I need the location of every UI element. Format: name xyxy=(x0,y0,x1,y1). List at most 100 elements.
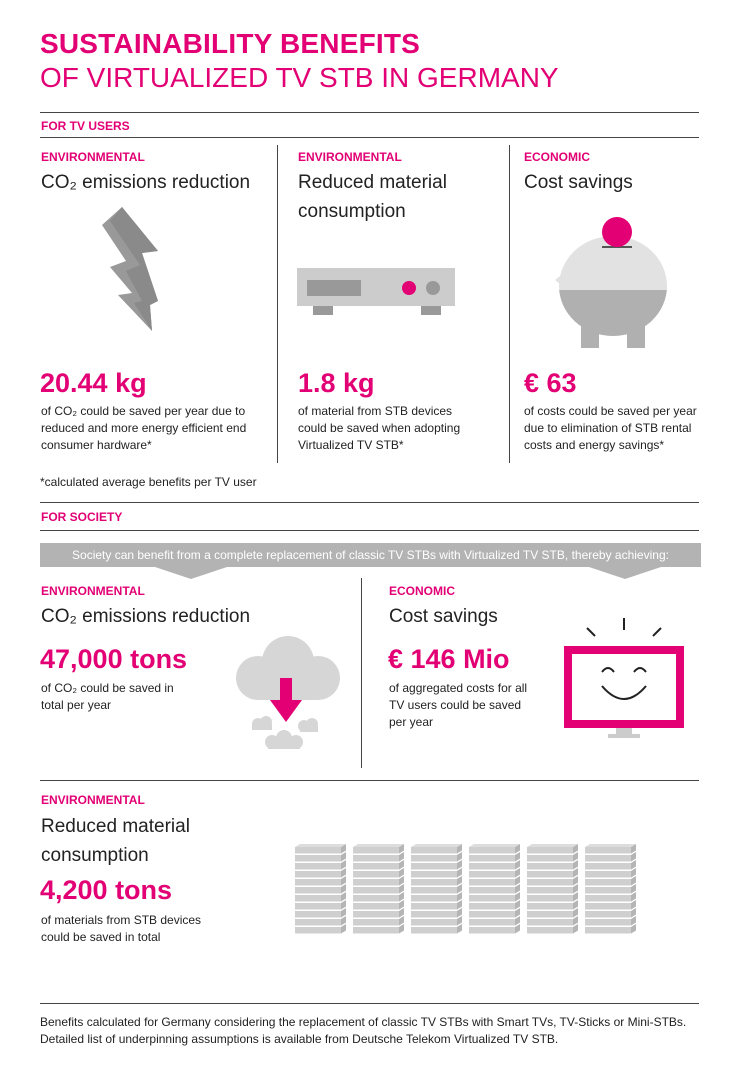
stb-unit-side xyxy=(631,868,636,878)
divider xyxy=(40,112,699,113)
stb-unit xyxy=(585,863,631,870)
stb-unit xyxy=(527,903,573,910)
stb-unit-side xyxy=(631,876,636,886)
divider xyxy=(40,530,699,531)
stb-unit xyxy=(527,847,573,854)
stb-unit xyxy=(527,927,573,934)
benefit-description: of material from STB devices could be sa… xyxy=(298,404,461,452)
stb-unit xyxy=(295,879,341,886)
stb-unit-side xyxy=(515,908,520,918)
stb-unit-side xyxy=(341,860,346,870)
stb-unit-side xyxy=(573,908,578,918)
stb-unit-side xyxy=(457,852,462,862)
stb-stack xyxy=(527,844,578,934)
stb-stack xyxy=(411,844,462,934)
stb-unit xyxy=(411,895,457,902)
happy-tv-icon xyxy=(564,618,684,738)
stb-unit xyxy=(353,847,399,854)
stb-stack-top xyxy=(469,844,520,847)
stb-unit xyxy=(585,847,631,854)
stb-unit xyxy=(295,887,341,894)
benefit-heading: Cost savings xyxy=(524,172,633,193)
stb-unit xyxy=(411,927,457,934)
stb-unit-side xyxy=(457,892,462,902)
benefit-value: 1.8 kg xyxy=(298,368,375,398)
footer-line: Detailed list of underpinning assumption… xyxy=(40,1032,559,1046)
benefit-value: 4,200 tons xyxy=(40,875,173,905)
category-label: ENVIRONMENTAL xyxy=(41,793,145,807)
stb-unit-side xyxy=(573,916,578,926)
stb-unit xyxy=(469,887,515,894)
stb-unit xyxy=(585,927,631,934)
stb-unit xyxy=(411,911,457,918)
stb-unit-side xyxy=(341,892,346,902)
stb-unit-side xyxy=(631,852,636,862)
category-label: ENVIRONMENTAL xyxy=(41,150,145,164)
stb-unit xyxy=(411,879,457,886)
benefit-heading: CO₂ emissions reduction xyxy=(41,172,251,193)
piggy-bank-icon xyxy=(555,217,667,348)
stb-unit-side xyxy=(515,852,520,862)
stb-unit-side xyxy=(399,908,404,918)
divider xyxy=(40,1003,699,1004)
benefit-value: 47,000 tons xyxy=(40,644,188,674)
stb-unit-side xyxy=(399,900,404,910)
stb-unit xyxy=(585,919,631,926)
column-divider xyxy=(361,578,362,768)
stb-unit xyxy=(527,863,573,870)
stb-unit xyxy=(469,903,515,910)
stb-unit xyxy=(469,863,515,870)
stb-stack xyxy=(295,844,346,934)
stb-unit xyxy=(469,847,515,854)
divider xyxy=(40,502,699,503)
stb-unit-side xyxy=(631,884,636,894)
banner-pointers xyxy=(155,567,661,579)
stb-unit-side xyxy=(399,860,404,870)
column-divider xyxy=(509,145,510,463)
stb-unit-side xyxy=(573,876,578,886)
stb-unit-side xyxy=(631,900,636,910)
stb-unit-side xyxy=(515,900,520,910)
stb-unit-side xyxy=(341,908,346,918)
stb-unit-side xyxy=(457,876,462,886)
stb-unit xyxy=(411,863,457,870)
stb-unit-side xyxy=(631,916,636,926)
stb-unit xyxy=(353,871,399,878)
stb-unit-side xyxy=(573,860,578,870)
divider xyxy=(40,780,699,781)
stb-unit-side xyxy=(457,868,462,878)
stb-unit xyxy=(295,919,341,926)
stb-unit xyxy=(585,855,631,862)
stb-unit xyxy=(527,879,573,886)
stb-unit xyxy=(295,863,341,870)
cloud-down-arrow-icon xyxy=(236,636,340,749)
stb-unit xyxy=(353,887,399,894)
stb-unit-side xyxy=(457,908,462,918)
stb-unit-side xyxy=(573,884,578,894)
stb-unit-side xyxy=(399,916,404,926)
stb-unit-side xyxy=(341,916,346,926)
stb-unit xyxy=(469,927,515,934)
stb-unit-side xyxy=(515,924,520,934)
stb-unit xyxy=(411,887,457,894)
stb-unit-side xyxy=(573,924,578,934)
stb-unit-side xyxy=(515,892,520,902)
stb-unit-side xyxy=(457,884,462,894)
stb-unit-side xyxy=(515,860,520,870)
stb-unit-side xyxy=(573,868,578,878)
stb-unit-side xyxy=(399,868,404,878)
section-label-society: FOR SOCIETY xyxy=(41,510,123,524)
divider xyxy=(40,137,699,138)
stb-unit xyxy=(469,879,515,886)
category-label: ENVIRONMENTAL xyxy=(298,150,402,164)
stb-unit xyxy=(411,903,457,910)
column-divider xyxy=(277,145,278,463)
stb-stack xyxy=(353,844,404,934)
stb-unit-side xyxy=(573,900,578,910)
stb-stack-top xyxy=(353,844,404,847)
stb-stack xyxy=(585,844,636,934)
stb-unit xyxy=(469,911,515,918)
stb-unit xyxy=(353,879,399,886)
set-top-box-icon xyxy=(297,268,455,315)
stb-unit xyxy=(353,863,399,870)
